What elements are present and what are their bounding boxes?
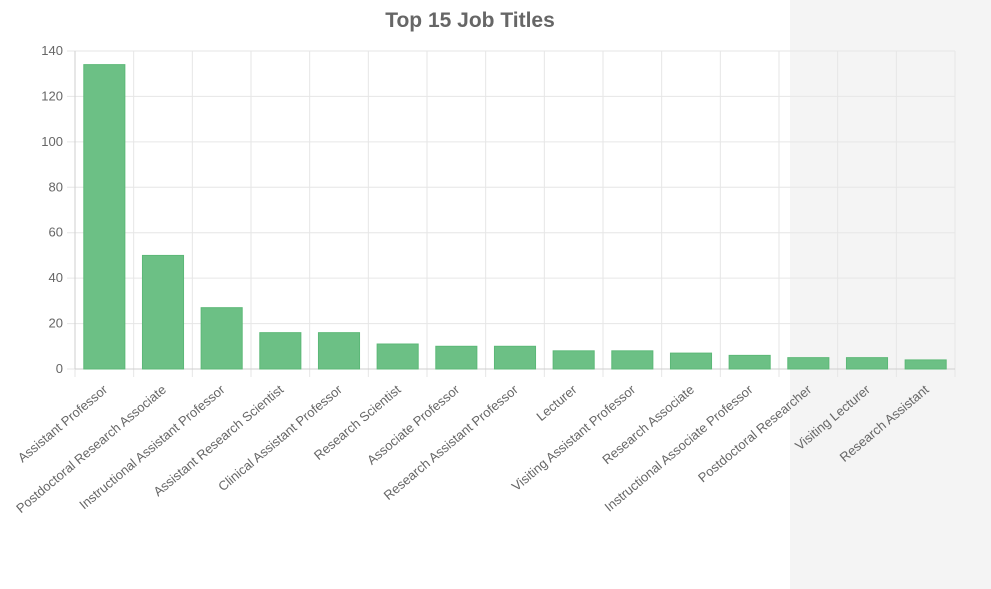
bar[interactable] [200, 307, 243, 370]
x-tick-label: Postdoctoral Researcher [695, 381, 815, 485]
bar[interactable] [787, 357, 830, 370]
bar[interactable] [669, 352, 713, 370]
bar[interactable] [435, 345, 478, 370]
y-tick-label: 80 [49, 179, 63, 194]
bar[interactable] [904, 359, 947, 370]
bar[interactable] [611, 350, 654, 370]
y-tick-label: 100 [41, 134, 63, 149]
side-panel [790, 0, 991, 589]
bar[interactable] [317, 332, 361, 370]
bars [83, 64, 947, 370]
y-tick-label: 0 [56, 361, 63, 376]
bar[interactable] [141, 254, 185, 370]
bar[interactable] [728, 354, 771, 370]
y-tick-label: 140 [41, 43, 63, 58]
y-axis: 0 20 40 60 80 100 120 140 [41, 43, 76, 376]
x-tick-label: Lecturer [533, 381, 580, 424]
bar[interactable] [259, 332, 302, 370]
bar[interactable] [493, 345, 537, 370]
y-tick-label: 40 [49, 270, 63, 285]
bar[interactable] [376, 343, 419, 370]
bar[interactable] [552, 350, 595, 370]
y-tick-label: 20 [49, 316, 63, 331]
y-tick-label: 120 [41, 88, 63, 103]
bar[interactable] [83, 64, 126, 370]
chart-title: Top 15 Job Titles [385, 9, 555, 32]
bar[interactable] [845, 357, 889, 370]
grid [67, 50, 956, 377]
y-tick-label: 60 [49, 225, 63, 240]
